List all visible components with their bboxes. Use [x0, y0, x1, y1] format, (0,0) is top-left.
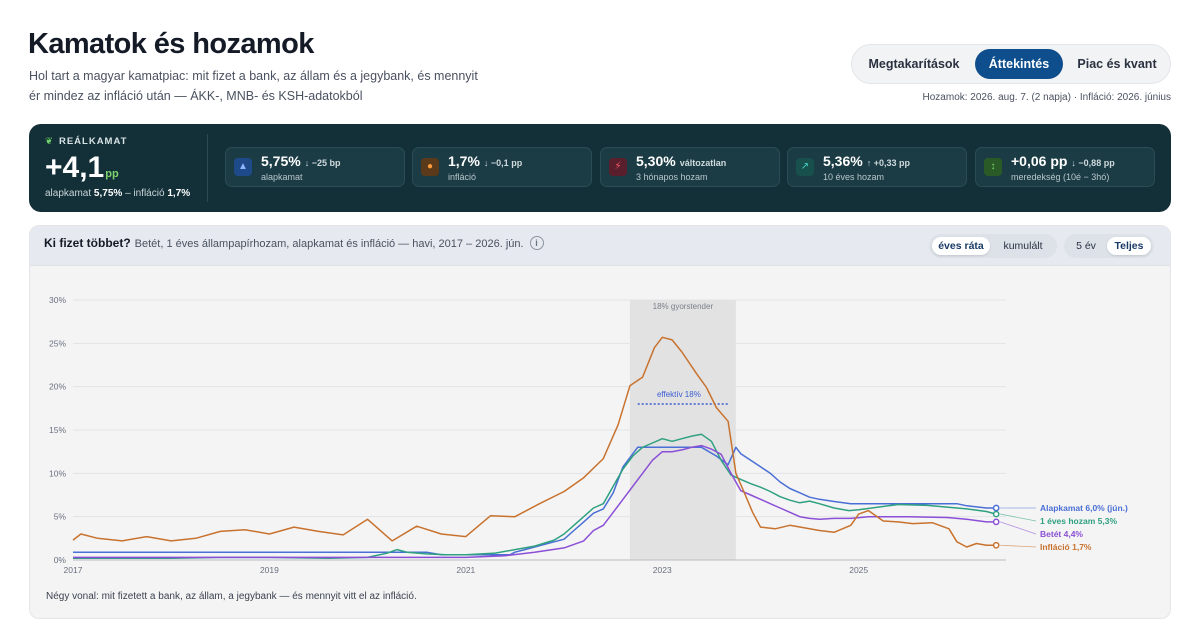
kpi-card-slope[interactable]: ↕ +0,06 pp ↓ −0,88 pp meredekség (10é − 3…: [975, 147, 1155, 187]
series-end-label: Infláció 1,7%: [1040, 542, 1092, 552]
real-rate-number: +4,1: [45, 151, 105, 184]
real-note-mid: – infláció: [125, 188, 165, 199]
tab-piac-es-kvant[interactable]: Piac és kvant: [1077, 57, 1157, 71]
y-tick-label: 0%: [54, 555, 67, 565]
series-line: [72, 336, 997, 548]
y-tick-label: 10%: [49, 468, 66, 478]
kpi-value: 1,7%: [448, 153, 480, 169]
kpi-change: ↑ +0,33 pp: [866, 158, 910, 168]
y-tick-label: 20%: [49, 382, 66, 392]
series-end-label: Betét 4,4%: [1040, 529, 1083, 539]
kpi-value: 5,36%: [823, 153, 863, 169]
bank-icon: ▲: [234, 158, 252, 176]
y-tick-label: 25%: [49, 338, 66, 348]
bolt-icon: ⚡: [609, 158, 627, 176]
series-line: [73, 433, 997, 560]
chart-title: Ki fizet többet? Betét, 1 éves állampapír…: [44, 236, 544, 250]
kpi-change: ↓ −25 bp: [304, 158, 341, 168]
real-note-policy: 5,75%: [93, 188, 123, 199]
flame-icon: ●: [421, 158, 439, 176]
real-rate-note: alapkamat 5,75% – infláció 1,7%: [45, 188, 190, 199]
trend-icon: ↗: [796, 158, 814, 176]
updown-icon: ↕: [984, 158, 1002, 176]
kpi-change: ↓ −0,88 pp: [1071, 158, 1115, 168]
chart-header: Ki fizet többet? Betét, 1 éves állampapír…: [30, 226, 1170, 266]
kpi-label: meredekség (10é − 3hó): [1011, 172, 1110, 182]
summary-divider: [207, 134, 208, 202]
leader-line: [1000, 521, 1037, 535]
x-tick-label: 2019: [260, 565, 279, 575]
series-line: [73, 446, 997, 556]
series-end-marker: [992, 510, 1000, 518]
range-5y-button[interactable]: 5 év: [1076, 240, 1096, 252]
series-line: [73, 444, 997, 559]
chart-title-text: Ki fizet többet?: [44, 236, 131, 250]
view-tabs: Megtakarítások Áttekintés Piac és kvant: [851, 44, 1171, 84]
series-end-label: Alapkamat 6,0% (jún.): [1040, 503, 1128, 513]
y-tick-label: 15%: [49, 425, 66, 435]
real-rate-unit: pp: [105, 168, 119, 180]
kpi-change: változatlan: [679, 158, 727, 168]
line-chart: 18% gyorstender 0% 5% 10% 15% 20% 25% 30% 2017 20…: [49, 295, 1128, 575]
kpi-change: ↓ −0,1 pp: [483, 158, 523, 168]
info-icon[interactable]: i: [529, 236, 544, 250]
series-end-marker: [992, 518, 1000, 526]
mode-toggle: éves ráta kumulált: [929, 234, 1057, 258]
real-rate-value: +4,1pp: [45, 151, 119, 185]
page-title: Kamatok és hozamok: [28, 28, 314, 60]
sprout-icon: ❦: [45, 136, 54, 147]
series-end-label: 1 éves hozam 5,3%: [1040, 516, 1117, 526]
range-full-button[interactable]: Teljes: [1107, 237, 1151, 255]
mode-cumulative-button[interactable]: kumulált: [1003, 240, 1043, 252]
kpi-label: 3 hónapos hozam: [636, 172, 708, 182]
kpi-value: +0,06 pp: [1011, 153, 1068, 169]
y-tick-label: 5%: [54, 512, 67, 522]
real-note-prefix: alapkamat: [45, 188, 92, 199]
x-tick-label: 2025: [849, 565, 868, 575]
x-tick-label: 2021: [456, 565, 475, 575]
kpi-card-3m-yield[interactable]: ⚡ 5,30% változatlan 3 hónapos hozam: [600, 147, 780, 187]
real-rate-label-text: REÁLKAMAT: [58, 136, 128, 147]
series-end-marker: [992, 504, 1000, 512]
kpi-card-policy-rate[interactable]: ▲ 5,75% ↓ −25 bp alapkamat: [225, 147, 405, 187]
tab-megtakaritasok[interactable]: Megtakarítások: [868, 57, 960, 71]
kpi-label: 10 éves hozam: [823, 172, 885, 182]
tab-attekintes[interactable]: Áttekintés: [975, 49, 1063, 79]
data-freshness-note: Hozamok: 2026. aug. 7. (2 napja) · Inflá…: [922, 92, 1171, 103]
chart-description: Betét, 1 éves állampapírhozam, alapkamat…: [134, 238, 524, 250]
kpi-label: infláció: [448, 172, 477, 182]
chart-footnote: Négy vonal: mit fizetett a bank, az álla…: [46, 591, 417, 602]
kpi-value: 5,30%: [636, 153, 676, 169]
series-end-marker: [992, 541, 1000, 549]
real-note-inflation: 1,7%: [167, 188, 191, 199]
kpi-card-inflation[interactable]: ● 1,7% ↓ −0,1 pp infláció: [412, 147, 592, 187]
mode-annual-button[interactable]: éves ráta: [932, 237, 990, 255]
leader-line: [1000, 544, 1037, 548]
shaded-band-label: 18% gyorstender: [653, 302, 714, 311]
x-tick-label: 2017: [64, 565, 83, 575]
chart-card: Ki fizet többet? Betét, 1 éves állampapír…: [29, 225, 1171, 619]
page-subtitle: Hol tart a magyar kamatpiac: mit fizet a…: [29, 69, 478, 103]
range-toggle: 5 év Teljes: [1064, 234, 1154, 258]
real-rate-label: ❦ REÁLKAMAT: [45, 136, 127, 147]
kpi-card-10y-yield[interactable]: ↗ 5,36% ↑ +0,33 pp 10 éves hozam: [787, 147, 967, 187]
y-tick-label: 30%: [49, 295, 66, 305]
summary-panel: ❦ REÁLKAMAT +4,1pp alapkamat 5,75% – infl…: [29, 124, 1171, 212]
kpi-value: 5,75%: [261, 153, 301, 169]
x-tick-label: 2023: [653, 565, 672, 575]
reference-label: effektív 18%: [657, 390, 701, 399]
kpi-label: alapkamat: [261, 172, 303, 182]
leader-line: [1000, 513, 1037, 522]
